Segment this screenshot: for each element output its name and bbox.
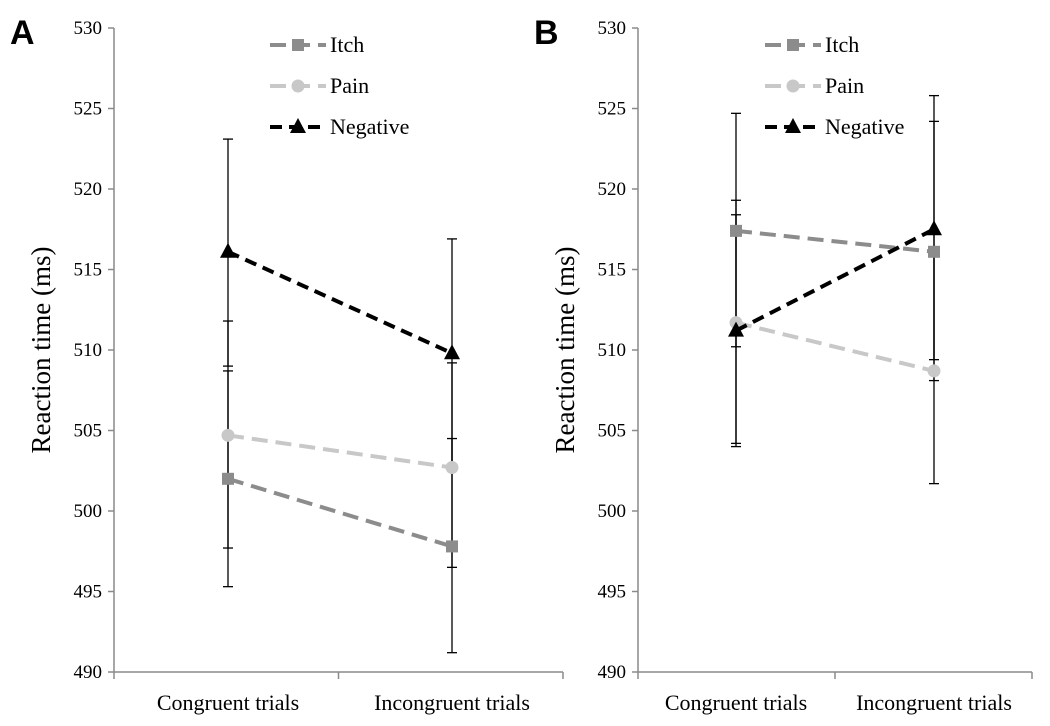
x-tick-label: Congruent trials	[665, 690, 807, 715]
y-tick-label: 520	[74, 179, 103, 200]
data-point-itch	[730, 224, 742, 237]
legend-marker-negative	[785, 118, 801, 133]
data-point-negative	[926, 220, 942, 236]
legend-marker-itch	[292, 39, 304, 51]
series-pain	[729, 316, 941, 378]
legend-label-itch: Itch	[330, 32, 364, 57]
y-tick-label: 525	[74, 99, 103, 120]
legend-marker-pain	[786, 79, 800, 93]
legend-label-negative: Negative	[825, 114, 904, 139]
x-tick-label: Incongruent trials	[856, 690, 1012, 715]
y-tick-label: 530	[74, 18, 103, 39]
chart-panel-b: B 490 495 500 505 510 515 520 525 530 Congruent tr…	[534, 14, 1033, 715]
y-tick-label: 505	[598, 421, 627, 442]
series-line-pain	[735, 320, 935, 373]
series-line-negative	[735, 227, 935, 333]
data-point-negative	[728, 321, 744, 337]
series-line-itch	[735, 228, 935, 254]
data-point-itch	[222, 472, 234, 485]
x-tick-label: Incongruent trials	[374, 690, 530, 715]
legend-label-negative: Negative	[330, 114, 409, 139]
series-pain	[221, 428, 459, 475]
panel-label: A	[10, 14, 35, 52]
y-tick-label: 515	[74, 260, 103, 281]
x-tick-label: Congruent trials	[157, 690, 299, 715]
y-tick-label: 490	[74, 662, 103, 683]
series-itch	[222, 472, 458, 553]
data-point-itch	[928, 245, 940, 258]
data-point-pain	[445, 461, 459, 475]
y-tick-label: 495	[598, 582, 627, 603]
legend-label-pain: Pain	[825, 73, 864, 98]
data-point-pain	[221, 428, 235, 442]
legend: Itch Pain Negative	[765, 32, 904, 139]
series-line-itch	[227, 476, 453, 549]
y-axis-label: Reaction time (ms)	[26, 247, 56, 454]
series-line-pain	[227, 433, 453, 470]
legend-marker-itch	[787, 39, 799, 51]
y-axis-label: Reaction time (ms)	[550, 247, 580, 454]
series-negative	[220, 242, 460, 360]
y-tick-label: 515	[598, 260, 627, 281]
data-point-itch	[446, 540, 458, 553]
data-point-negative	[220, 242, 236, 258]
legend-label-itch: Itch	[825, 32, 859, 57]
data-point-pain	[927, 364, 941, 378]
chart-panel-a: A 490 495 500 505 510 515 520 525 530 Congruent tr…	[10, 14, 564, 715]
legend-marker-pain	[291, 79, 305, 93]
y-tick-label: 510	[74, 340, 103, 361]
legend-marker-negative	[290, 118, 306, 133]
legend-label-pain: Pain	[330, 73, 369, 98]
data-point-negative	[444, 344, 460, 360]
y-tick-label: 500	[74, 501, 103, 522]
y-tick-label: 500	[598, 501, 627, 522]
y-tick-label: 510	[598, 340, 627, 361]
series-itch	[730, 224, 940, 258]
series-line-negative	[227, 249, 453, 356]
y-tick-label: 530	[598, 18, 627, 39]
y-tick-label: 490	[598, 662, 627, 683]
panel-label: B	[534, 14, 559, 52]
y-tick-label: 525	[598, 99, 627, 120]
y-tick-label: 505	[74, 421, 103, 442]
y-tick-label: 495	[74, 582, 103, 603]
series-negative	[728, 220, 942, 337]
legend: Itch Pain Negative	[270, 32, 409, 139]
y-tick-label: 520	[598, 179, 627, 200]
